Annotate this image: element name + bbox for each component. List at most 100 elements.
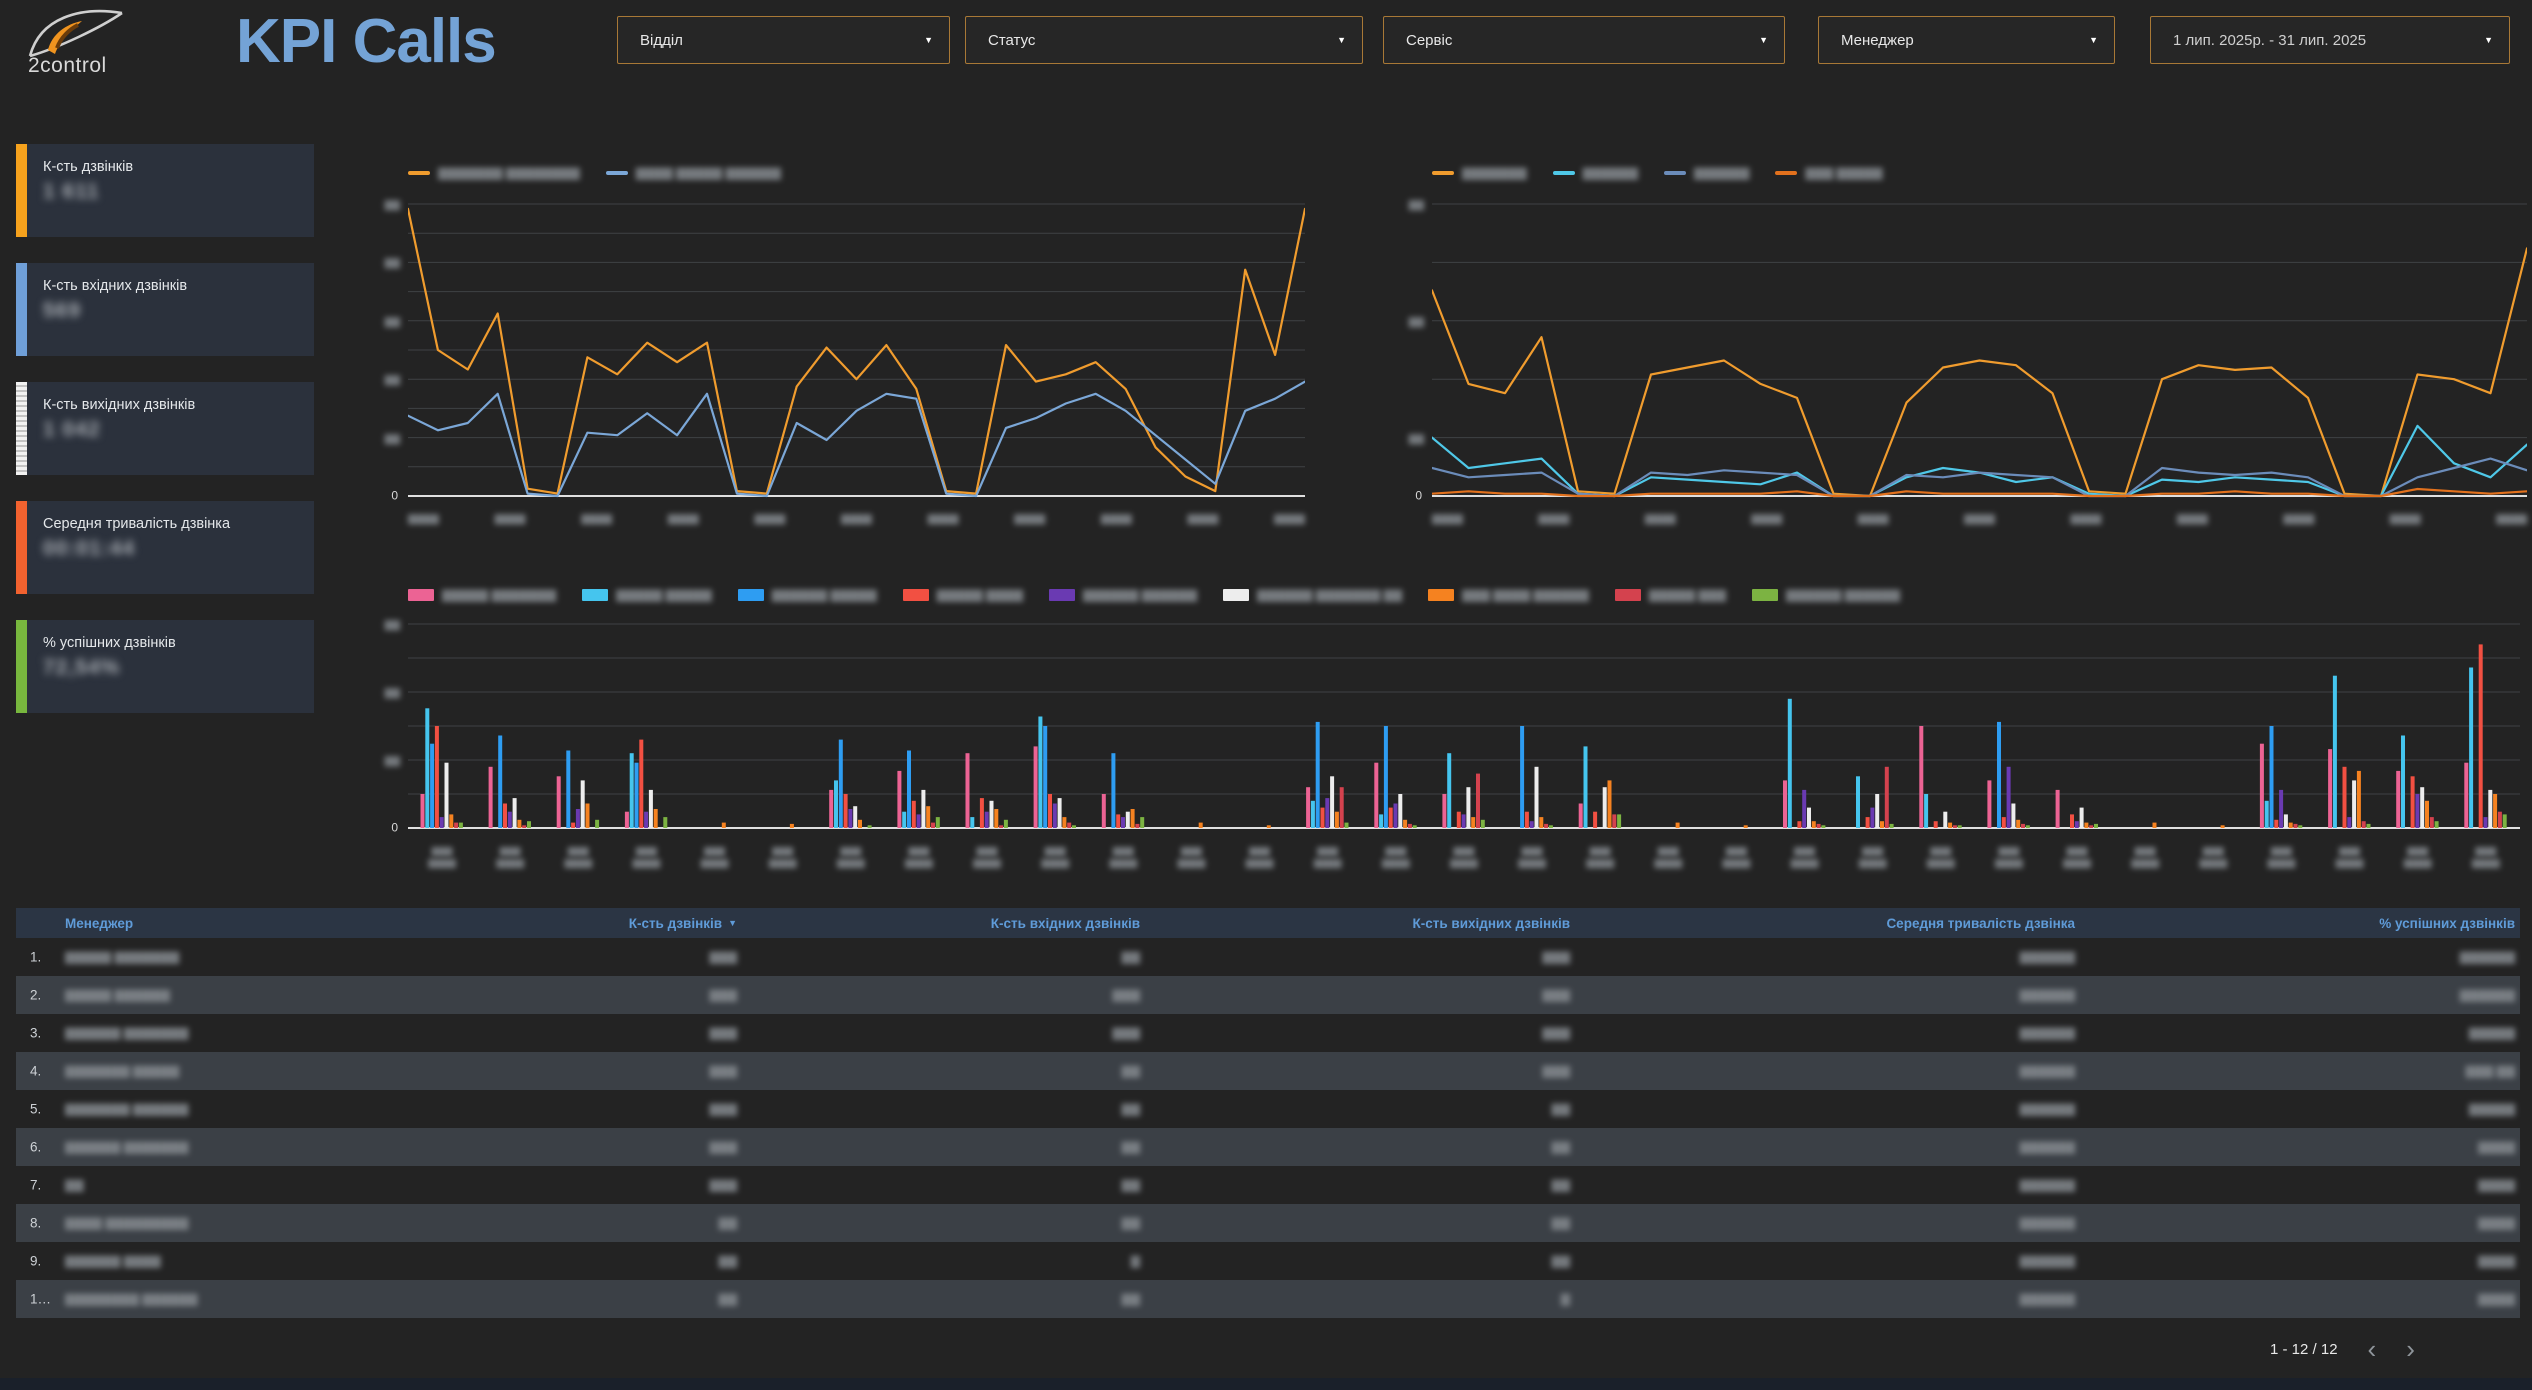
x-tick-blurred: ▇▇▇▇▇▇▇ <box>1566 843 1634 868</box>
chart-legend: ▇▇▇▇▇▇▇ ▇▇▇▇▇▇▇▇ ▇▇▇▇ ▇▇▇▇▇ ▇▇▇▇▇▇ <box>408 162 1308 184</box>
cell-value-blurred: ▇▇▇▇▇▇ <box>2020 1103 2075 1115</box>
filter-department[interactable]: Відділ ▼ <box>617 16 950 64</box>
legend-swatch-icon <box>1775 171 1797 175</box>
y-axis-labels: ▇▇▇▇▇▇0 <box>1396 192 1430 509</box>
legend-item[interactable]: ▇▇▇▇▇▇▇ ▇▇▇▇▇▇▇▇ <box>408 167 580 179</box>
column-header-label: К-сть вихідних дзвінків <box>1413 916 1571 931</box>
kpi-value-blurred: 00:01:44 <box>16 532 314 561</box>
manager-name-blurred: ▇▇▇▇▇▇▇ ▇▇▇▇▇ <box>65 1065 179 1077</box>
x-tick-blurred: ▇▇▇▇ <box>1858 515 1889 525</box>
cell-value-blurred: ▇ <box>1131 1255 1140 1267</box>
column-header-label: % успішних дзвінків <box>2379 916 2515 931</box>
legend-item[interactable]: ▇▇▇ ▇▇▇▇▇ <box>1775 167 1882 179</box>
row-number: 7. <box>30 1178 41 1193</box>
x-tick-blurred: ▇▇▇▇ <box>1187 515 1218 525</box>
x-tick-blurred: ▇▇▇▇ <box>495 515 526 525</box>
legend-swatch-icon <box>1428 589 1454 601</box>
legend-item[interactable]: ▇▇▇▇▇ ▇▇▇▇ <box>903 589 1023 601</box>
kpi-card-2: К-сть вхідних дзвінків569 <box>16 263 314 356</box>
legend-swatch-icon <box>1752 589 1778 601</box>
cell-value-blurred: ▇▇▇▇▇▇ <box>2020 951 2075 963</box>
chevron-right-icon[interactable]: › <box>2406 1336 2415 1362</box>
row-number: 1… <box>30 1292 51 1307</box>
cell-value-blurred: ▇▇ <box>1122 951 1140 963</box>
cell-value-blurred: ▇▇ <box>1122 1103 1140 1115</box>
table-row-9: 9.▇▇▇▇▇▇ ▇▇▇▇▇▇▇▇▇▇▇▇▇▇▇▇▇▇▇ <box>16 1242 2520 1280</box>
cell-value-blurred: ▇▇▇ <box>709 1027 737 1039</box>
y-tick-blurred: ▇▇ <box>385 683 400 701</box>
legend-item[interactable]: ▇▇▇▇▇▇ <box>1664 167 1749 179</box>
legend-item[interactable]: ▇▇▇▇▇▇ ▇▇▇▇▇ <box>738 589 877 601</box>
cell-value-blurred: ▇▇▇▇▇▇ <box>2020 1255 2075 1267</box>
cell-value-blurred: ▇▇▇▇▇▇ <box>2020 1141 2075 1153</box>
filter-status[interactable]: Статус ▼ <box>965 16 1363 64</box>
filter-manager[interactable]: Менеджер ▼ <box>1818 16 2115 64</box>
legend-label-blurred: ▇▇▇▇▇▇ ▇▇▇▇▇▇ <box>1786 589 1900 601</box>
x-tick-blurred: ▇▇▇▇▇▇▇ <box>1907 843 1975 868</box>
y-axis-labels: ▇▇▇▇▇▇▇▇▇▇0 <box>372 192 406 509</box>
cell-value-blurred: ▇▇▇ <box>709 1179 737 1191</box>
chevron-left-icon[interactable]: ‹ <box>2368 1336 2377 1362</box>
legend-item[interactable]: ▇▇▇▇▇ ▇▇▇▇▇▇▇ <box>408 589 556 601</box>
cell-value-blurred: ▇▇ <box>1122 1141 1140 1153</box>
filter-service[interactable]: Сервіс ▼ <box>1383 16 1785 64</box>
column-header-5[interactable]: Середня тривалість дзвінка <box>1886 908 2075 938</box>
plot-area: ▇▇▇▇▇▇▇▇▇▇0 <box>408 192 1308 509</box>
table-row-7: 7.▇▇▇▇▇▇▇▇▇▇▇▇▇▇▇▇▇▇▇ <box>16 1166 2520 1204</box>
x-tick-blurred: ▇▇▇▇▇▇▇ <box>2179 843 2247 868</box>
legend-item[interactable]: ▇▇▇▇▇▇ ▇▇▇▇▇▇▇ ▇▇ <box>1223 589 1402 601</box>
x-tick-blurred: ▇▇▇▇▇▇▇ <box>612 843 680 868</box>
cell-value-blurred: ▇▇▇ <box>709 989 737 1001</box>
x-tick-blurred: ▇▇▇▇ <box>1645 515 1676 525</box>
line-chart-calls-per-day: ▇▇▇▇▇▇▇ ▇▇▇▇▇▇▇▇▇▇▇▇ ▇▇▇▇▇ ▇▇▇▇▇▇▇▇▇▇▇▇▇… <box>368 162 1308 525</box>
cell-value-blurred: ▇▇▇▇▇▇ <box>2020 1027 2075 1039</box>
table-row-2: 2.▇▇▇▇▇ ▇▇▇▇▇▇▇▇▇▇▇▇▇▇▇▇▇▇▇▇▇▇▇▇▇▇▇ <box>16 976 2520 1014</box>
x-tick-blurred: ▇▇▇▇ <box>1274 515 1305 525</box>
table-header-row: Менеджер К-сть дзвінків▼ К-сть вхідних дзв… <box>16 908 2520 938</box>
column-header-4[interactable]: К-сть вихідних дзвінків <box>1413 908 1571 938</box>
x-tick-blurred: ▇▇▇▇ <box>1538 515 1569 525</box>
x-tick-blurred: ▇▇▇▇▇▇▇ <box>1771 843 1839 868</box>
dashboard-root: 2control KPI Calls Відділ ▼ Статус ▼ Сер… <box>0 0 2532 1390</box>
cell-value-blurred: ▇▇▇▇▇ <box>2469 1103 2515 1115</box>
column-header-1[interactable]: Менеджер <box>65 908 133 938</box>
legend-label-blurred: ▇▇▇▇▇▇ ▇▇▇▇▇ <box>772 589 877 601</box>
legend-item[interactable]: ▇▇▇▇▇▇ ▇▇▇▇▇▇ <box>1752 589 1900 601</box>
table-row-6: 6.▇▇▇▇▇▇ ▇▇▇▇▇▇▇▇▇▇▇▇▇▇▇▇▇▇▇▇▇▇▇▇ <box>16 1128 2520 1166</box>
cell-value-blurred: ▇▇ <box>719 1217 737 1229</box>
column-header-3[interactable]: К-сть вхідних дзвінків <box>991 908 1140 938</box>
legend-swatch-icon <box>606 171 628 175</box>
cell-value-blurred: ▇▇ <box>1122 1065 1140 1077</box>
cell-value-blurred: ▇▇▇ <box>1542 1065 1570 1077</box>
column-header-label: К-сть вхідних дзвінків <box>991 916 1140 931</box>
cell-value-blurred: ▇▇ <box>1552 1141 1570 1153</box>
kpi-value-blurred: 72,54% <box>16 651 314 680</box>
legend-item[interactable]: ▇▇▇▇▇▇ <box>1553 167 1638 179</box>
manager-name-blurred: ▇▇▇▇▇ ▇▇▇▇▇▇▇ <box>65 951 179 963</box>
y-tick-blurred: ▇▇ <box>385 195 400 213</box>
kpi-label: % успішних дзвінків <box>16 620 314 651</box>
managers-table: Менеджер К-сть дзвінків▼ К-сть вхідних дзв… <box>16 908 2520 1318</box>
legend-item[interactable]: ▇▇▇▇▇▇ ▇▇▇▇▇▇ <box>1049 589 1197 601</box>
cell-value-blurred: ▇▇▇ <box>1542 989 1570 1001</box>
cell-value-blurred: ▇▇▇ <box>1542 951 1570 963</box>
kpi-value-blurred: 569 <box>16 294 314 323</box>
legend-item[interactable]: ▇▇▇ ▇▇▇▇ ▇▇▇▇▇▇ <box>1428 589 1589 601</box>
x-tick-blurred: ▇▇▇▇▇▇▇ <box>2043 843 2111 868</box>
x-tick-blurred: ▇▇▇▇ <box>1964 515 1995 525</box>
table-row-5: 5.▇▇▇▇▇▇▇ ▇▇▇▇▇▇▇▇▇▇▇▇▇▇▇▇▇▇▇▇▇▇▇▇ <box>16 1090 2520 1128</box>
legend-swatch-icon <box>582 589 608 601</box>
x-tick-blurred: ▇▇▇▇▇▇▇ <box>2452 843 2520 868</box>
legend-item[interactable]: ▇▇▇▇▇▇▇ <box>1432 167 1527 179</box>
date-range-picker[interactable]: 1 лип. 2025р. - 31 лип. 2025 ▼ <box>2150 16 2510 64</box>
column-header-2[interactable]: К-сть дзвінків▼ <box>629 908 737 938</box>
x-tick-blurred: ▇▇▇▇▇▇▇ <box>2111 843 2179 868</box>
legend-item[interactable]: ▇▇▇▇▇ ▇▇▇▇▇ <box>582 589 712 601</box>
x-tick-blurred: ▇▇▇▇▇▇▇ <box>749 843 817 868</box>
y-tick-blurred: ▇▇ <box>1409 429 1424 447</box>
legend-item[interactable]: ▇▇▇▇▇ ▇▇▇ <box>1615 589 1726 601</box>
line-chart-calls-by-type: ▇▇▇▇▇▇▇▇▇▇▇▇▇▇▇▇▇▇▇▇▇▇ ▇▇▇▇▇▇▇▇▇▇▇0▇▇▇▇▇… <box>1385 162 2532 525</box>
manager-name-blurred: ▇▇▇▇▇▇ ▇▇▇▇▇▇▇ <box>65 1027 188 1039</box>
legend-item[interactable]: ▇▇▇▇ ▇▇▇▇▇ ▇▇▇▇▇▇ <box>606 167 781 179</box>
column-header-6[interactable]: % успішних дзвінків <box>2379 908 2515 938</box>
